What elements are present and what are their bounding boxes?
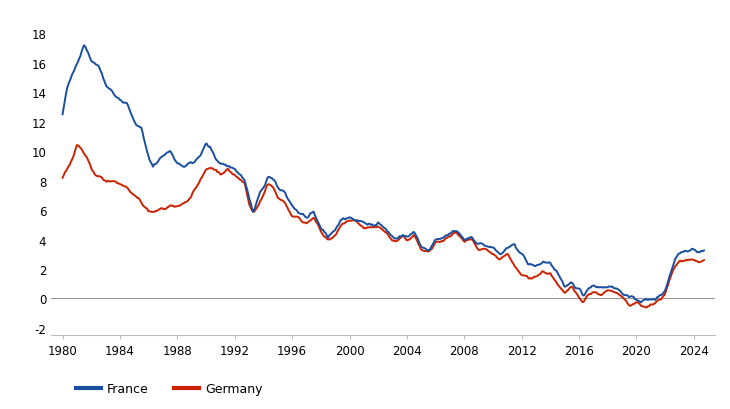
France bbox=[612, 287, 621, 292]
Line: Germany: Germany bbox=[63, 146, 704, 308]
Germany bbox=[447, 233, 456, 238]
Legend: France, Germany: France, Germany bbox=[71, 377, 267, 400]
Line: France: France bbox=[63, 46, 704, 303]
Germany bbox=[95, 174, 104, 179]
France bbox=[512, 247, 521, 252]
Germany bbox=[548, 274, 556, 279]
Germany bbox=[699, 258, 708, 263]
Germany bbox=[641, 305, 650, 310]
France bbox=[631, 297, 639, 302]
France bbox=[548, 263, 556, 268]
France bbox=[58, 112, 67, 117]
Germany bbox=[612, 291, 621, 296]
France bbox=[447, 230, 456, 235]
France bbox=[699, 248, 708, 253]
Germany bbox=[58, 176, 67, 181]
France bbox=[95, 66, 104, 71]
Germany bbox=[631, 301, 639, 306]
France bbox=[80, 44, 88, 49]
Germany bbox=[512, 267, 521, 272]
France bbox=[637, 300, 645, 305]
Germany bbox=[72, 143, 81, 148]
